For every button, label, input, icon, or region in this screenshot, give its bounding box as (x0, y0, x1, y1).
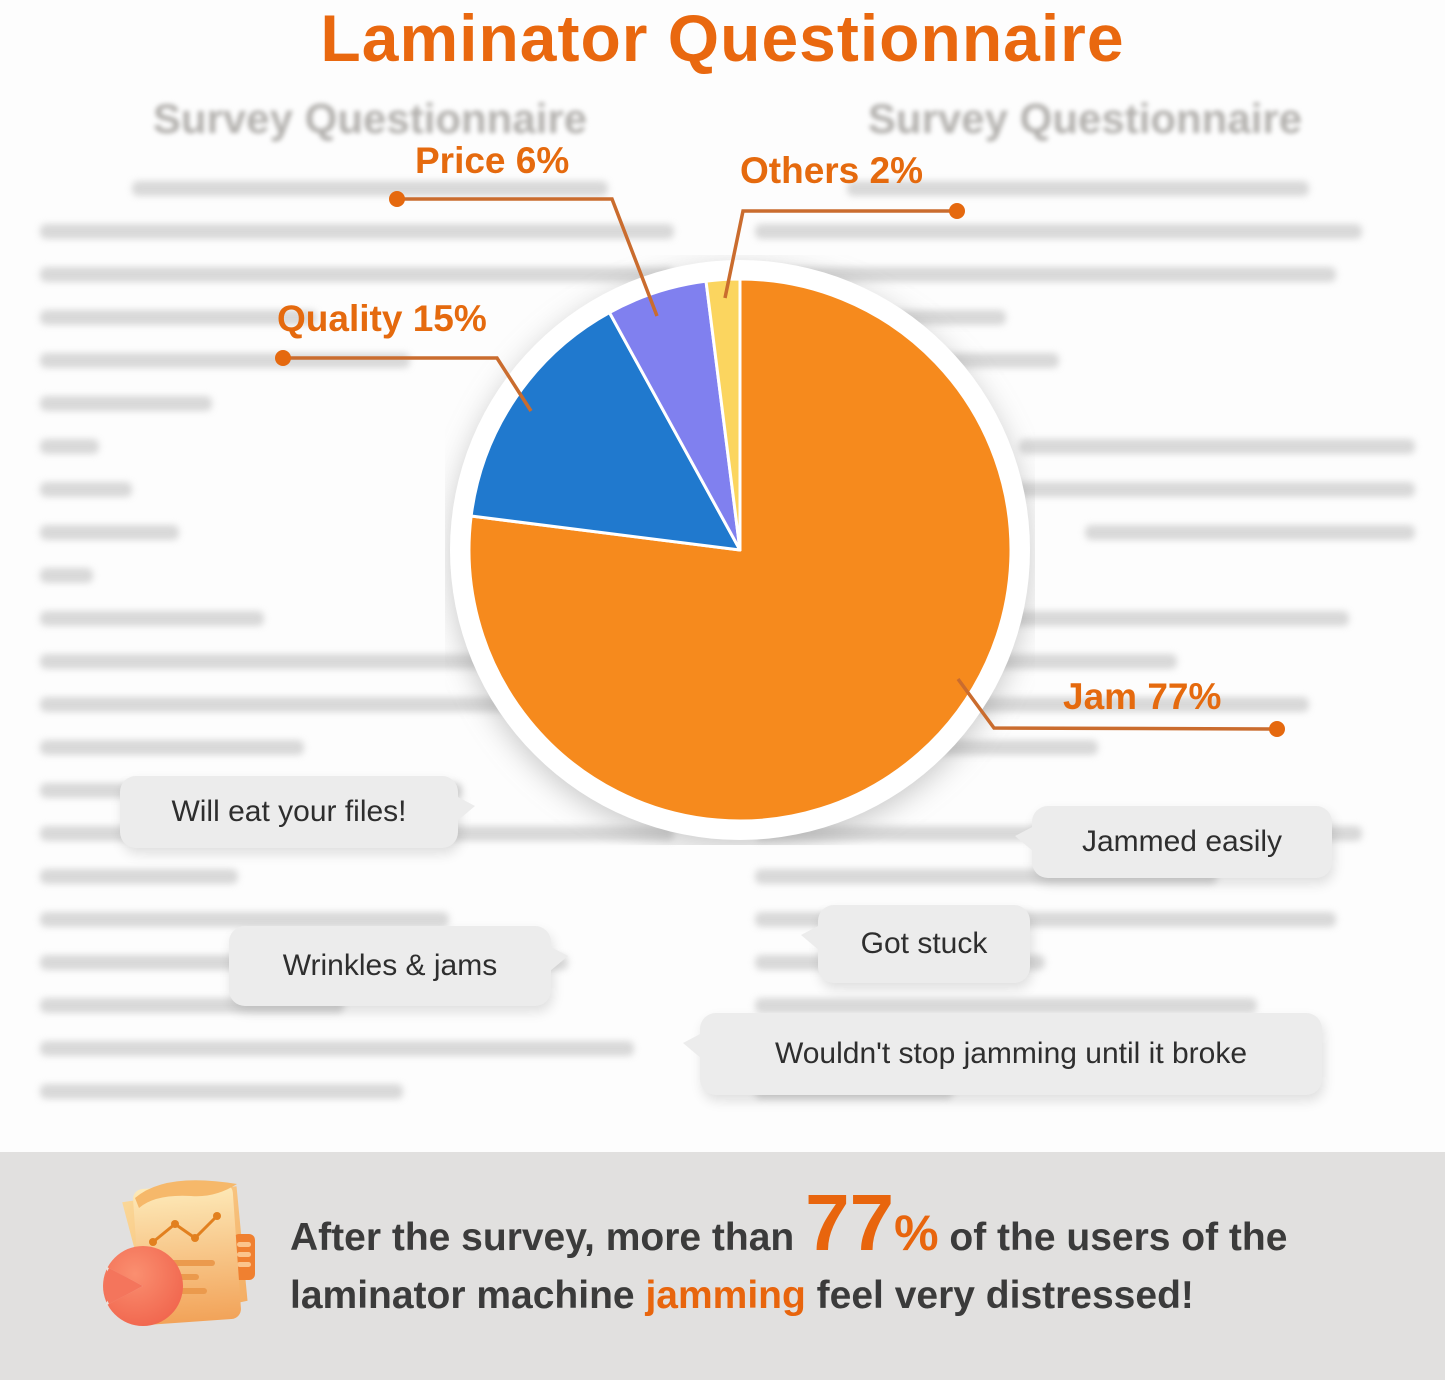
quote-text: Will eat your files! (171, 795, 407, 828)
quote-text: Got stuck (860, 927, 988, 960)
blurred-line (40, 611, 265, 626)
summary-banner: After the survey, more than 77% of the u… (0, 1152, 1445, 1380)
blurred-line (132, 181, 608, 196)
blurred-line (847, 181, 1310, 196)
banner-text: After the survey, more than 77% of the u… (290, 1183, 1288, 1325)
blurred-line (40, 353, 410, 368)
blurred-line (40, 697, 621, 712)
blurred-line (40, 912, 450, 927)
quote-bubble: Will eat your files! (120, 776, 475, 848)
quote-text: Jammed easily (1081, 825, 1283, 858)
quality-callout-label: Quality 15% (277, 298, 487, 339)
blurred-line (40, 396, 212, 411)
quote-bubble: Jammed easily (1015, 806, 1332, 878)
blurred-line (40, 869, 238, 884)
banner-highlight: jamming (645, 1274, 806, 1317)
banner-line2-before: laminator machine (290, 1274, 635, 1317)
banner-line-1: After the survey, more than 77% of the u… (290, 1183, 1288, 1267)
quote-bubble: Wrinkles & jams (229, 926, 568, 1006)
quote-text: Wouldn't stop jamming until it broke (774, 1037, 1248, 1070)
blurred-line (40, 482, 133, 497)
blurred-line (40, 310, 318, 325)
banner-line2-after: feel very distressed! (816, 1274, 1194, 1317)
document-heading: Survey Questionnaire (867, 95, 1303, 142)
blurred-line (40, 525, 179, 540)
blurred-line (40, 1041, 634, 1056)
blurred-line (1085, 525, 1415, 540)
banner-line1-before: After the survey, more than (290, 1216, 795, 1259)
document-heading: Survey Questionnaire (152, 95, 588, 142)
survey-report-icon (103, 1180, 255, 1326)
quote-bubble: Got stuck (801, 905, 1030, 983)
blurred-line (40, 439, 100, 454)
others-callout-label: Others 2% (740, 150, 924, 191)
blurred-line (40, 740, 304, 755)
quote-bubble: Wouldn't stop jamming until it broke (683, 1013, 1322, 1095)
banner-line1-after: of the users of the (949, 1216, 1288, 1259)
banner-big-number: 77 (805, 1178, 895, 1267)
banner-line-2: laminator machine jamming feel very dist… (290, 1267, 1287, 1325)
blurred-line (755, 224, 1363, 239)
blurred-line (939, 482, 1415, 497)
jam-callout-label: Jam 77% (1063, 676, 1222, 717)
blurred-line (755, 998, 1257, 1013)
blurred-line (1019, 439, 1415, 454)
banner-percent-sign: % (894, 1205, 939, 1261)
pie-chart (450, 260, 1030, 840)
blurred-line (40, 568, 93, 583)
price-callout-label: Price 6% (415, 140, 570, 181)
blurred-line (40, 1084, 403, 1099)
page-title: Laminator Questionnaire (320, 1, 1125, 75)
quote-text: Wrinkles & jams (282, 949, 498, 982)
blurred-line (40, 224, 674, 239)
